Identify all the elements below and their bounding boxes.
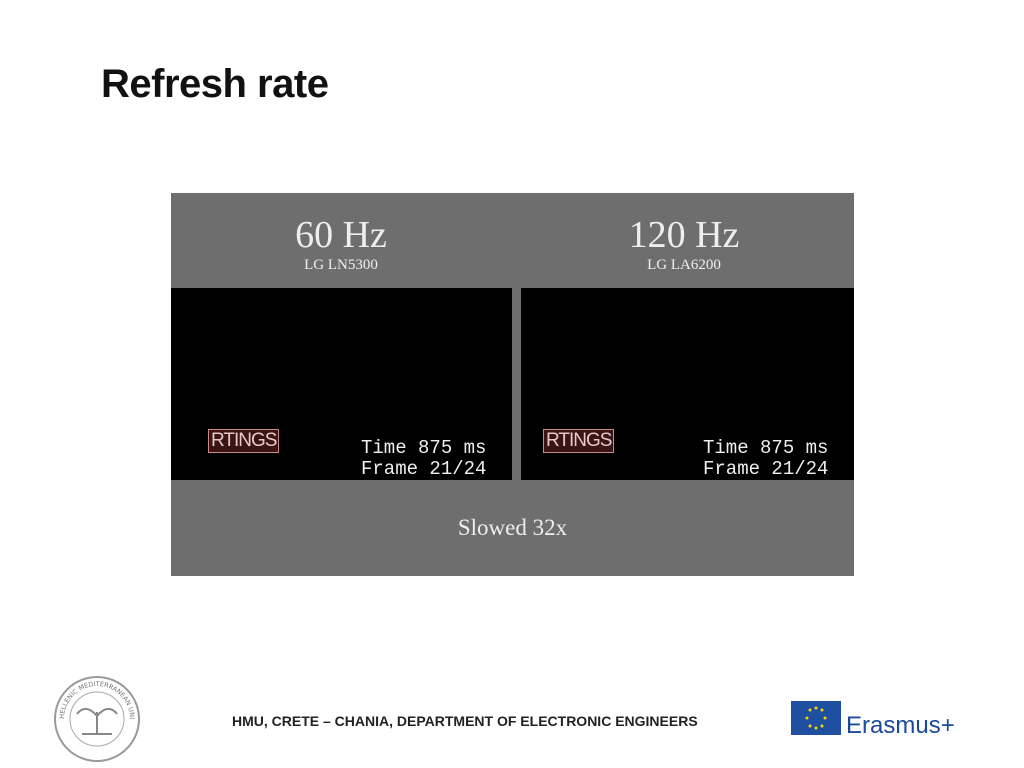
footer-text: HMU, CRETE – CHANIA, DEPARTMENT OF ELECT… <box>232 713 698 729</box>
panel-frame: Frame 21/24 <box>361 458 487 480</box>
university-seal: HELLENIC MEDITERRANEAN UNIVERSITY <box>52 674 140 762</box>
video-frame: 60 Hz LG LN5300 120 Hz LG LA6200 RTINGS … <box>171 193 854 576</box>
panel-heading: 60 Hz <box>295 214 387 256</box>
panel-model: LG LA6200 <box>647 257 721 273</box>
eu-flag <box>791 701 841 735</box>
panel-frame: Frame 21/24 <box>703 458 829 480</box>
video-caption: Slowed 32x <box>457 515 568 540</box>
panel-model: LG LN5300 <box>304 257 378 273</box>
panel-time: Time 875 ms <box>703 437 829 459</box>
slide-title: Refresh rate <box>101 62 329 106</box>
panel-logo: RTINGS <box>543 429 615 453</box>
panel-heading: 120 Hz <box>628 214 740 256</box>
panel-logo: RTINGS <box>208 429 280 453</box>
program-name: Erasmus+ <box>846 712 955 739</box>
panel-time: Time 875 ms <box>361 437 487 459</box>
